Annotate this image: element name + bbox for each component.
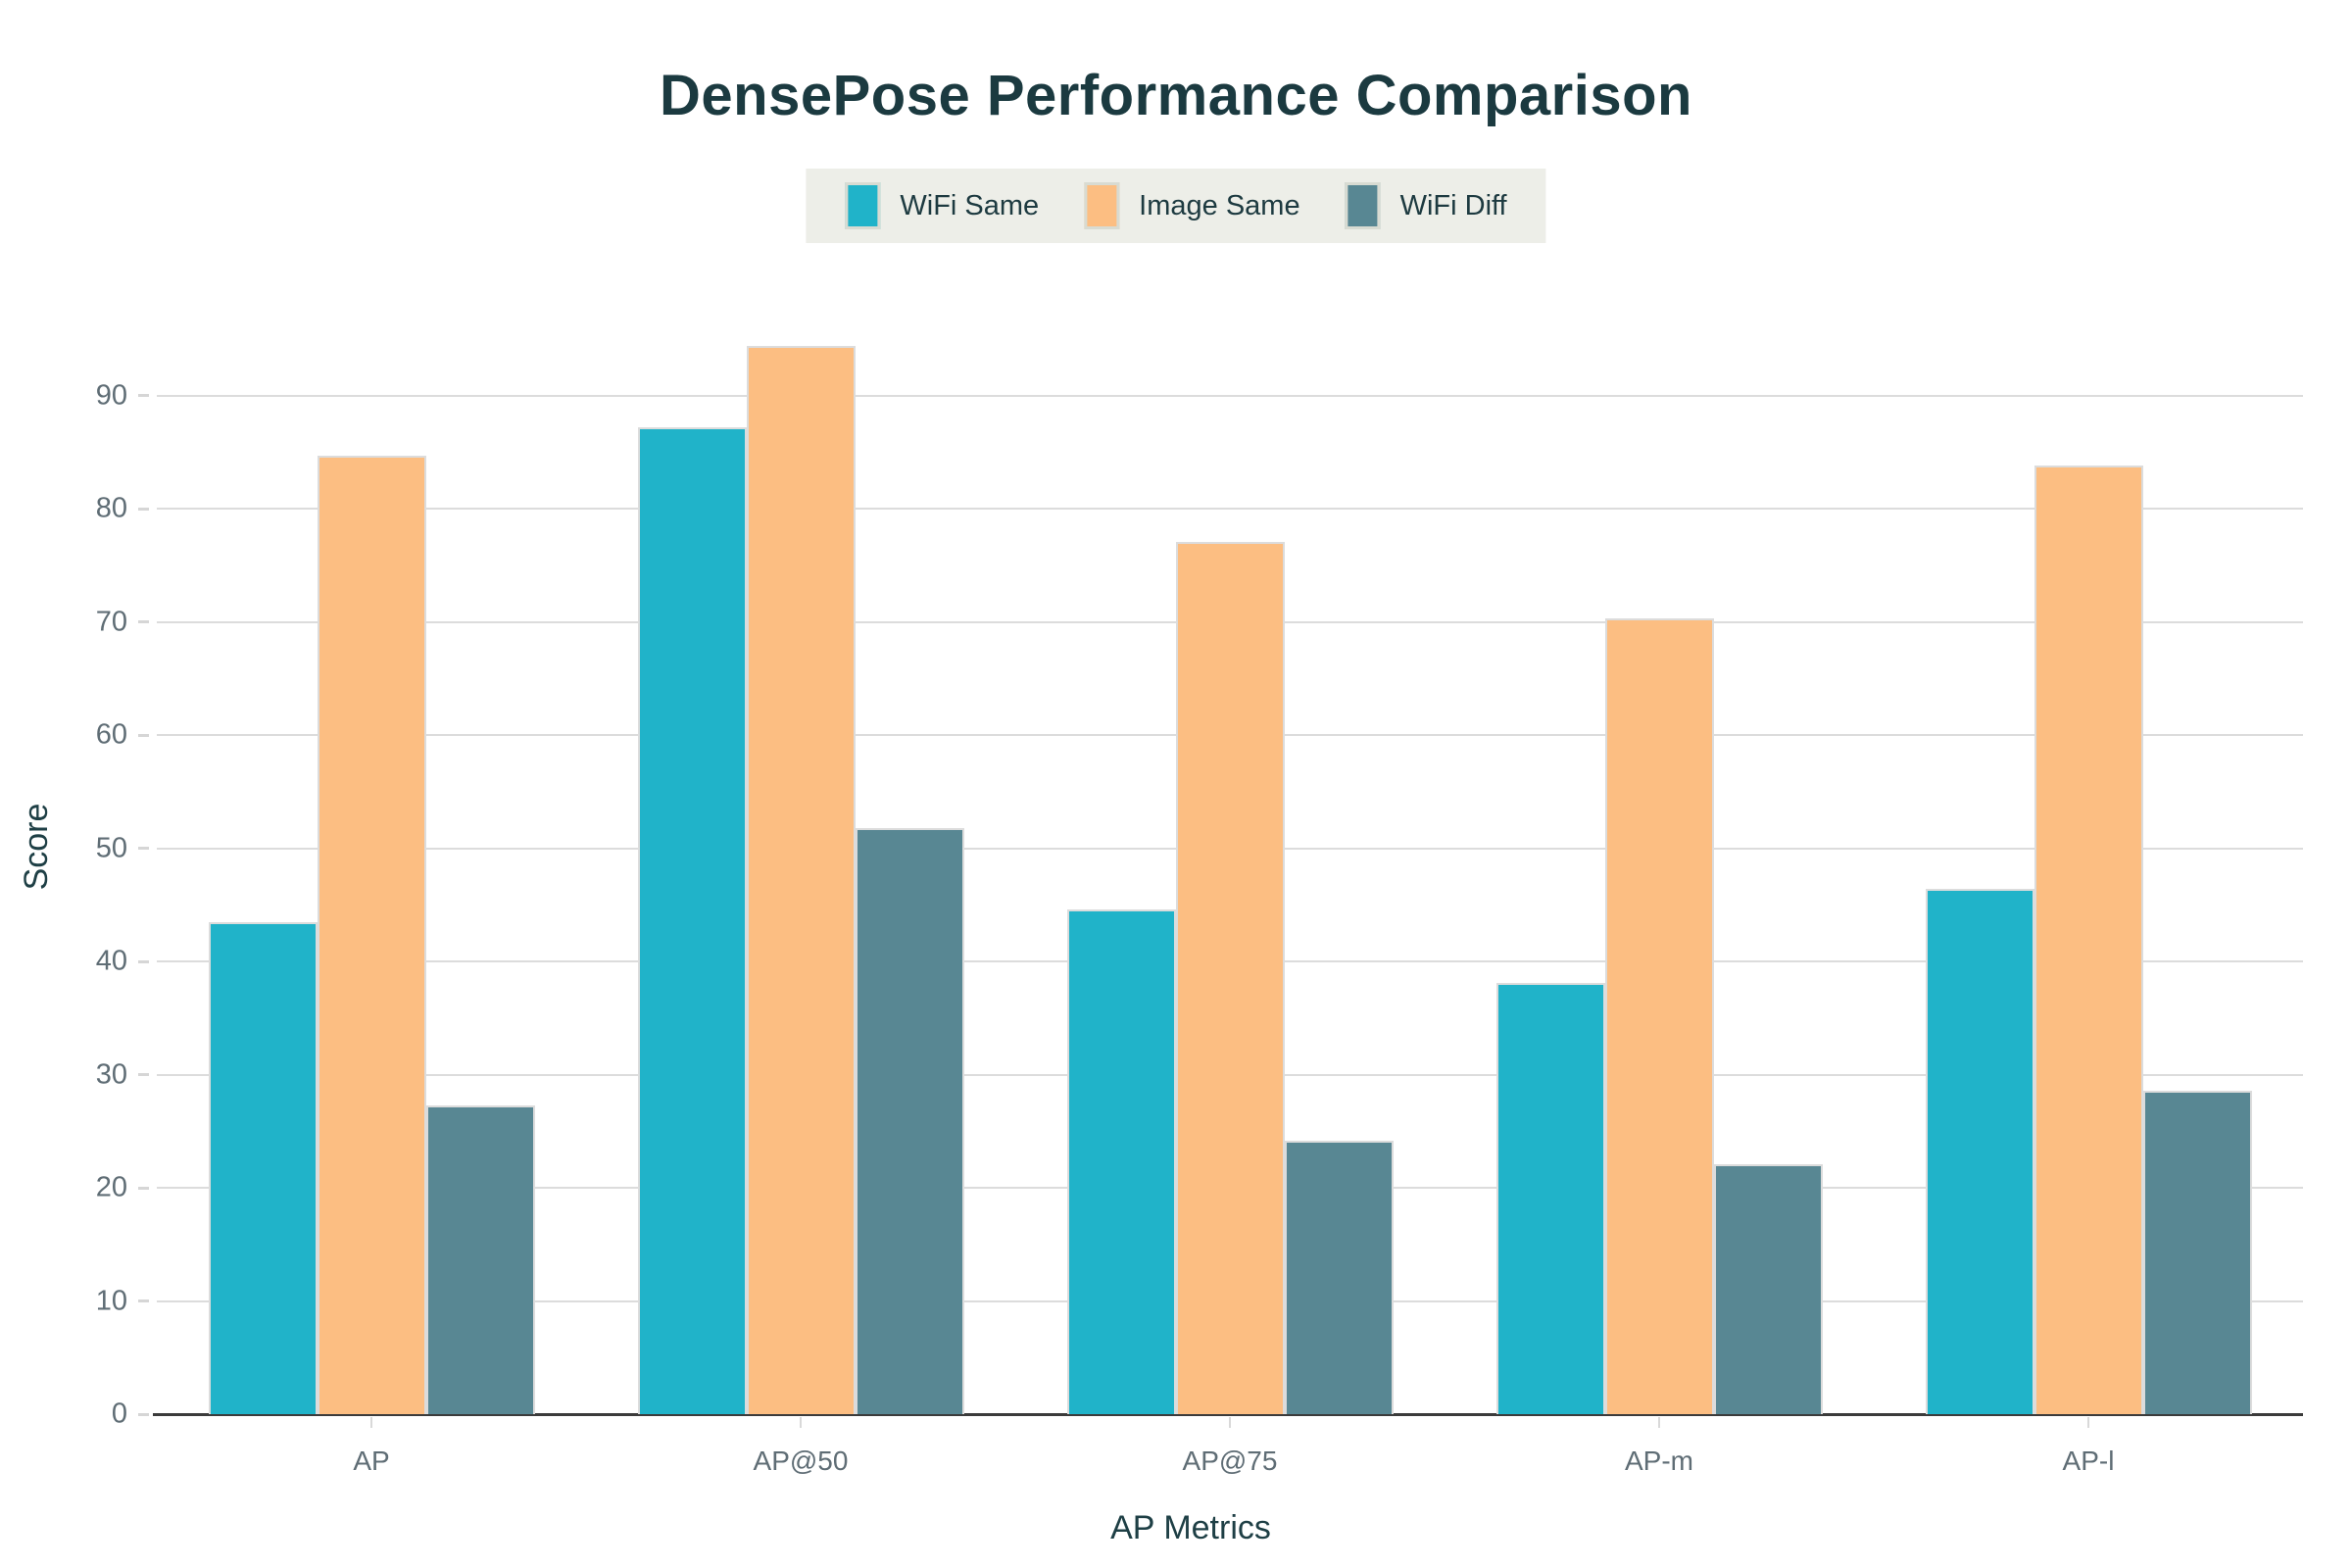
bar-wifi-same-ap-m [1495,982,1605,1414]
bar-group-ap-l [1874,282,2303,1414]
bar-group-ap-m [1445,282,1874,1414]
legend: WiFi Same Image Same WiFi Diff [806,169,1546,243]
y-tick-mark [138,1073,149,1076]
bar-image-same-ap-50 [746,345,856,1414]
x-tick-mark [1658,1417,1660,1428]
x-tick-mark [2087,1417,2089,1428]
bar-wifi-same-ap [208,921,318,1414]
bar-wifi-same-ap-75 [1066,908,1176,1414]
bar-image-same-ap-m [1604,618,1714,1414]
x-tick-mark [370,1417,372,1428]
bar-wifi-diff-ap-m [1713,1163,1823,1414]
y-axis-title: Score [18,803,55,891]
legend-swatch-wifi-same [845,182,881,229]
bar-wifi-diff-ap-l [2142,1090,2252,1414]
bar-image-same-ap [317,455,426,1414]
y-tick-mark [138,507,149,511]
y-tick-label: 10 [95,1285,127,1316]
y-tick-mark [138,959,149,963]
bar-wifi-diff-ap-50 [855,827,964,1414]
x-tick-label-ap-75: AP@75 [1182,1446,1278,1476]
bar-group-ap-75 [1015,282,1445,1414]
bar-group-ap-50 [586,282,1015,1414]
x-tick-label-ap-m: AP-m [1625,1446,1693,1476]
y-tick-label: 0 [111,1397,127,1430]
legend-label: WiFi Same [900,189,1040,221]
y-tick-mark [138,620,149,623]
y-tick-mark [138,394,149,397]
y-tick-label: 90 [95,379,127,411]
y-tick-mark [138,733,149,737]
y-tick-label: 40 [95,945,127,977]
legend-label: WiFi Diff [1399,189,1507,221]
y-tick-mark [138,1299,149,1302]
x-tick-label-ap-l: AP-l [2062,1446,2115,1476]
y-tick-label: 80 [95,492,127,524]
bar-groups [157,282,2303,1414]
x-axis-line [153,1413,2303,1416]
legend-item-wifi-same[interactable]: WiFi Same [845,182,1039,229]
y-tick-mark [138,1186,149,1190]
legend-item-image-same[interactable]: Image Same [1084,182,1300,229]
bar-wifi-same-ap-l [1925,889,2034,1414]
bar-group-ap [157,282,586,1414]
x-tick-label-ap: AP [353,1446,390,1476]
legend-swatch-image-same [1084,182,1120,229]
bar-image-same-ap-l [2034,466,2143,1414]
x-axis-title: AP Metrics [1110,1509,1271,1546]
x-tick-labels: AP AP@50 AP@75 AP-m AP-l [157,1446,2303,1477]
bar-wifi-same-ap-50 [637,426,747,1414]
x-tick-label-ap-50: AP@50 [753,1446,849,1476]
gridline-80 [157,508,2303,510]
y-tick-label: 20 [95,1171,127,1203]
gridline-90 [157,394,2303,397]
bar-wifi-diff-ap [425,1104,535,1414]
y-tick-label: 50 [95,832,127,863]
y-tick-label: 30 [95,1058,127,1090]
bar-image-same-ap-75 [1175,541,1285,1414]
chart-title: DensePose Performance Comparison [660,64,1692,127]
y-tick-label: 60 [95,718,127,751]
y-tick-mark [138,847,149,850]
legend-item-wifi-diff[interactable]: WiFi Diff [1345,182,1507,229]
bar-wifi-diff-ap-75 [1284,1140,1394,1414]
plot-area: 0 10 20 30 40 50 60 70 80 90 AP AP@50 AP@75 AP-m AP-l [96,282,2303,1476]
legend-label: Image Same [1139,189,1300,221]
y-tick-label: 70 [95,606,127,637]
x-tick-mark [1229,1417,1231,1428]
legend-swatch-wifi-diff [1345,182,1381,229]
x-tick-mark [800,1417,802,1428]
y-tick-mark [138,1412,149,1416]
